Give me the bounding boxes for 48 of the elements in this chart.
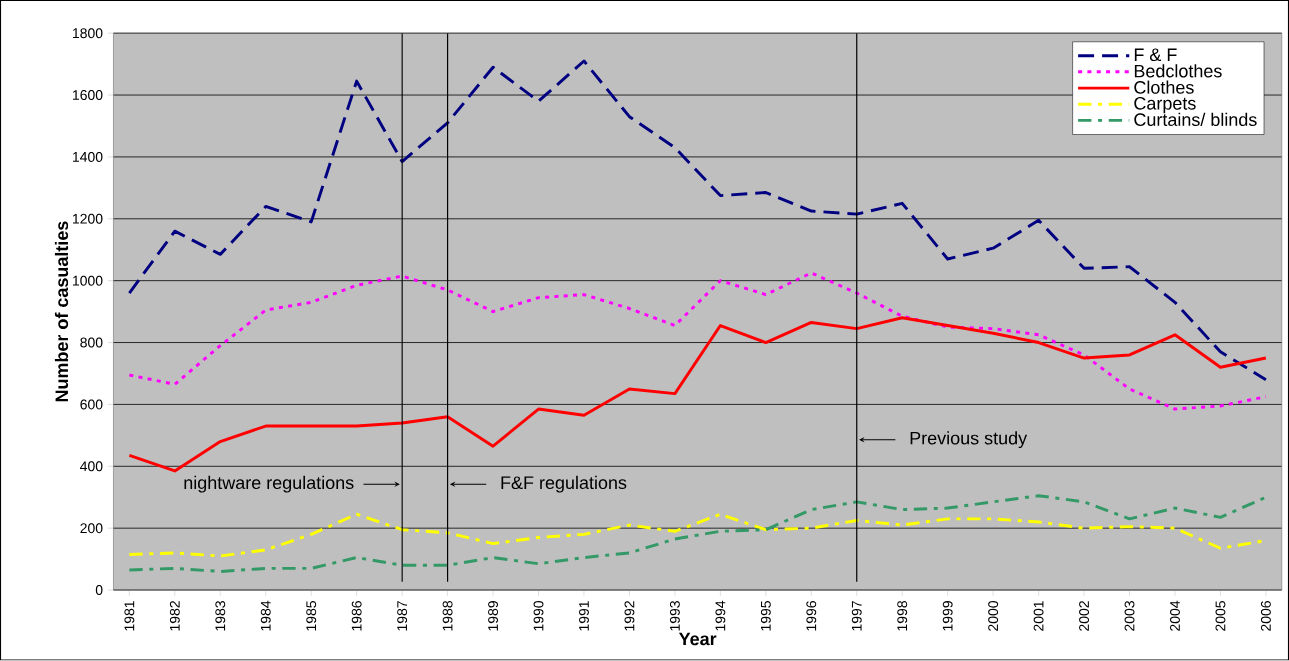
y-tick-label: 1000 [73,275,103,286]
ref-line-label: Previous study [910,431,1028,449]
x-tick-label: 1982 [169,601,180,631]
x-tick-label: 1996 [806,601,817,631]
x-tick-label: 1988 [442,601,453,631]
x-tick-label: 1983 [215,601,226,631]
y-tick-label: 1800 [73,28,103,39]
x-tick-label: 2005 [1215,601,1226,632]
line-series [127,271,1268,411]
x-tick-label: 1989 [488,601,499,631]
x-tick-label: 2004 [1170,601,1180,632]
y-tick-label: 1400 [73,152,103,163]
x-tick-label: 1992 [624,601,635,631]
line-series [127,59,1268,382]
ref-line-label: F&F regulations [501,476,627,493]
x-tick-label: 1990 [533,601,544,631]
y-tick-label: 400 [80,461,103,472]
x-tick-label: 1994 [715,601,726,631]
x-tick-label: 1985 [306,601,317,631]
legend-label: Clothes [1134,80,1194,95]
legend-label: Carpets [1134,97,1196,114]
x-tick-label: 1997 [851,601,862,631]
x-tick-label: 2003 [1124,601,1135,632]
x-tick-label: 2006 [1260,601,1271,632]
x-tick-label: 2000 [988,601,999,632]
y-axis-title: Number of casualties [54,221,69,402]
y-tick-label: 1600 [73,90,103,101]
legend-label: Bedclothes [1134,64,1222,78]
legend-label: F & F [1134,48,1177,62]
legend-label: Curtains/ blinds [1134,113,1257,127]
y-tick-label: 0 [95,585,103,596]
x-tick-label: 1995 [760,601,771,631]
x-tick-label: 1981 [124,601,135,631]
y-tick-label: 200 [80,523,103,534]
ref-line-label: nightware regulations [184,476,354,493]
x-tick-label: 1987 [397,601,408,631]
x-axis-title: Year [678,632,717,646]
x-tick-label: 1993 [669,601,680,631]
x-tick-label: 1984 [260,601,271,631]
y-tick-label: 800 [80,337,103,348]
x-tick-label: 1991 [579,601,589,631]
x-tick-label: 2002 [1079,601,1090,632]
x-tick-label: 1998 [897,601,908,631]
x-tick-label: 2001 [1033,601,1044,632]
y-tick-label: 1200 [73,214,103,224]
x-tick-label: 1986 [351,601,362,631]
x-tick-label: 1999 [942,601,953,631]
y-tick-label: 600 [80,399,103,410]
